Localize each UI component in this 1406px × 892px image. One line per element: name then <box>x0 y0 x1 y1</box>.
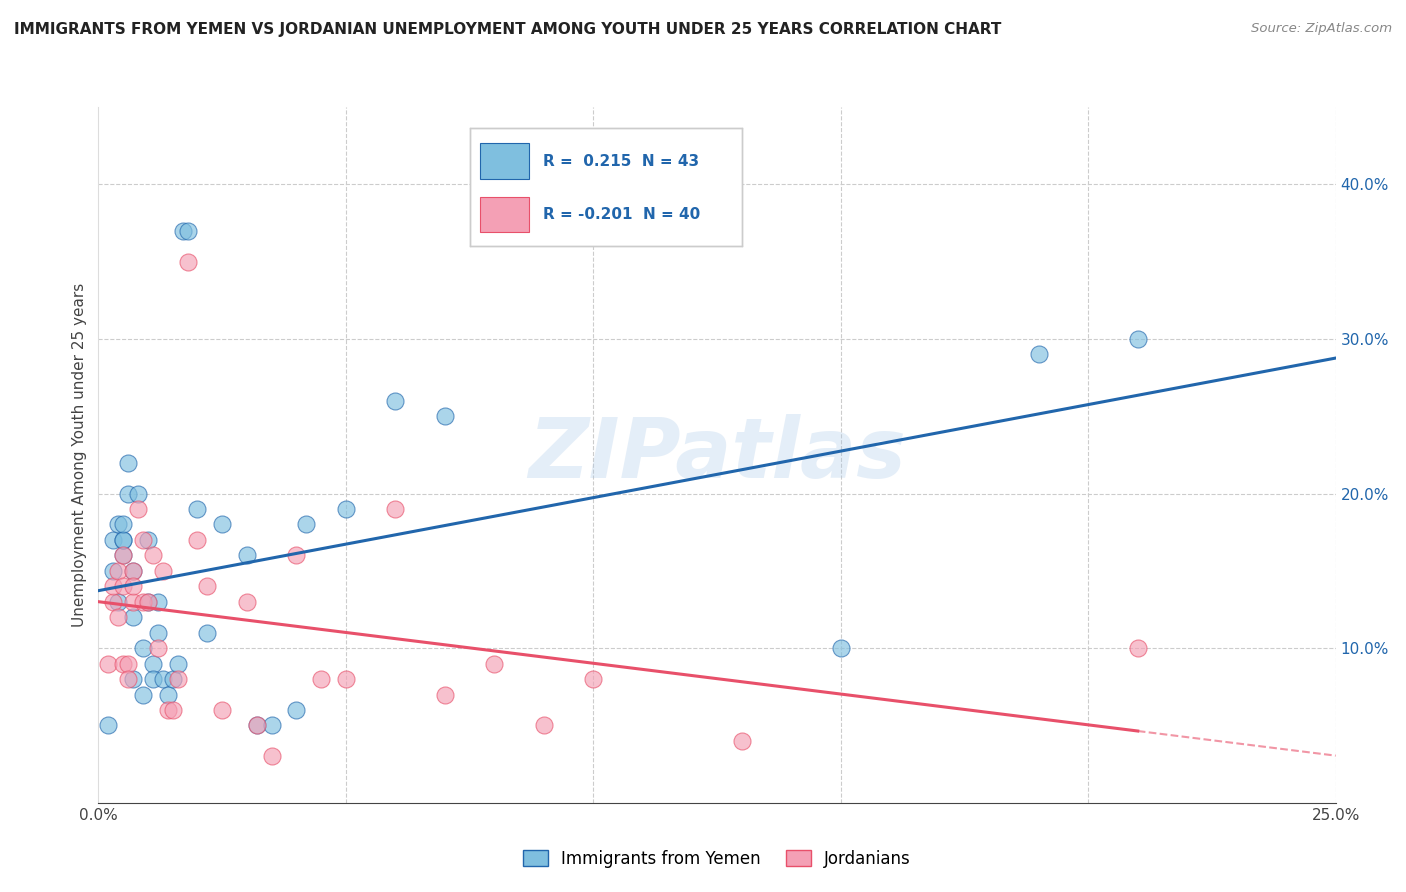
Point <box>142 672 165 686</box>
Point <box>112 517 135 532</box>
Text: IMMIGRANTS FROM YEMEN VS JORDANIAN UNEMPLOYMENT AMONG YOUTH UNDER 25 YEARS CORRE: IMMIGRANTS FROM YEMEN VS JORDANIAN UNEMP… <box>14 22 1001 37</box>
Y-axis label: Unemployment Among Youth under 25 years: Unemployment Among Youth under 25 years <box>72 283 87 627</box>
Point <box>117 657 139 671</box>
Point <box>97 718 120 732</box>
Point <box>166 657 188 671</box>
Point <box>112 657 135 671</box>
Point <box>122 610 145 624</box>
Point <box>142 657 165 671</box>
Point <box>186 533 208 547</box>
Point <box>433 688 456 702</box>
Point <box>236 595 259 609</box>
Point <box>122 595 145 609</box>
Point <box>117 672 139 686</box>
Point <box>172 224 194 238</box>
Point <box>122 564 145 578</box>
Point <box>211 703 233 717</box>
Point <box>136 595 159 609</box>
Point <box>132 533 155 547</box>
Point <box>236 549 259 563</box>
Point <box>132 688 155 702</box>
Point <box>335 672 357 686</box>
Point <box>127 502 149 516</box>
Point <box>146 595 169 609</box>
Point <box>132 595 155 609</box>
Point <box>107 564 129 578</box>
Point <box>166 672 188 686</box>
Point <box>136 595 159 609</box>
Point <box>97 657 120 671</box>
Point <box>122 579 145 593</box>
Point <box>533 718 555 732</box>
Point <box>176 224 198 238</box>
Point <box>384 502 406 516</box>
Point <box>103 595 125 609</box>
Point <box>162 703 184 717</box>
Point <box>260 749 283 764</box>
Point <box>146 641 169 656</box>
Point <box>1126 641 1149 656</box>
Point <box>285 703 308 717</box>
Point <box>136 533 159 547</box>
Point <box>285 549 308 563</box>
Point <box>117 486 139 500</box>
Point <box>830 641 852 656</box>
Point <box>335 502 357 516</box>
Point <box>112 533 135 547</box>
Point <box>122 672 145 686</box>
Point <box>176 254 198 268</box>
Point <box>107 610 129 624</box>
Point <box>112 549 135 563</box>
Point <box>103 564 125 578</box>
Point <box>211 517 233 532</box>
Point <box>103 579 125 593</box>
Point <box>582 672 605 686</box>
Point <box>186 502 208 516</box>
Point <box>117 456 139 470</box>
Point <box>295 517 318 532</box>
Text: ZIPatlas: ZIPatlas <box>529 415 905 495</box>
Point <box>246 718 269 732</box>
Point <box>1126 332 1149 346</box>
Text: Source: ZipAtlas.com: Source: ZipAtlas.com <box>1251 22 1392 36</box>
Point <box>195 625 218 640</box>
Point <box>156 688 179 702</box>
Point <box>152 564 174 578</box>
Point <box>195 579 218 593</box>
Point <box>142 549 165 563</box>
Point <box>156 703 179 717</box>
Point <box>384 393 406 408</box>
Point <box>127 486 149 500</box>
Point <box>146 625 169 640</box>
Point <box>484 657 506 671</box>
Point <box>112 549 135 563</box>
Point <box>152 672 174 686</box>
Point <box>1028 347 1050 361</box>
Point <box>246 718 269 732</box>
Point <box>112 533 135 547</box>
Point <box>162 672 184 686</box>
Legend: Immigrants from Yemen, Jordanians: Immigrants from Yemen, Jordanians <box>516 843 918 874</box>
Point <box>433 409 456 424</box>
Point <box>122 564 145 578</box>
Point <box>107 595 129 609</box>
Point <box>260 718 283 732</box>
Point <box>731 734 754 748</box>
Point <box>103 533 125 547</box>
Point <box>309 672 332 686</box>
Point <box>112 579 135 593</box>
Point <box>132 641 155 656</box>
Point <box>107 517 129 532</box>
